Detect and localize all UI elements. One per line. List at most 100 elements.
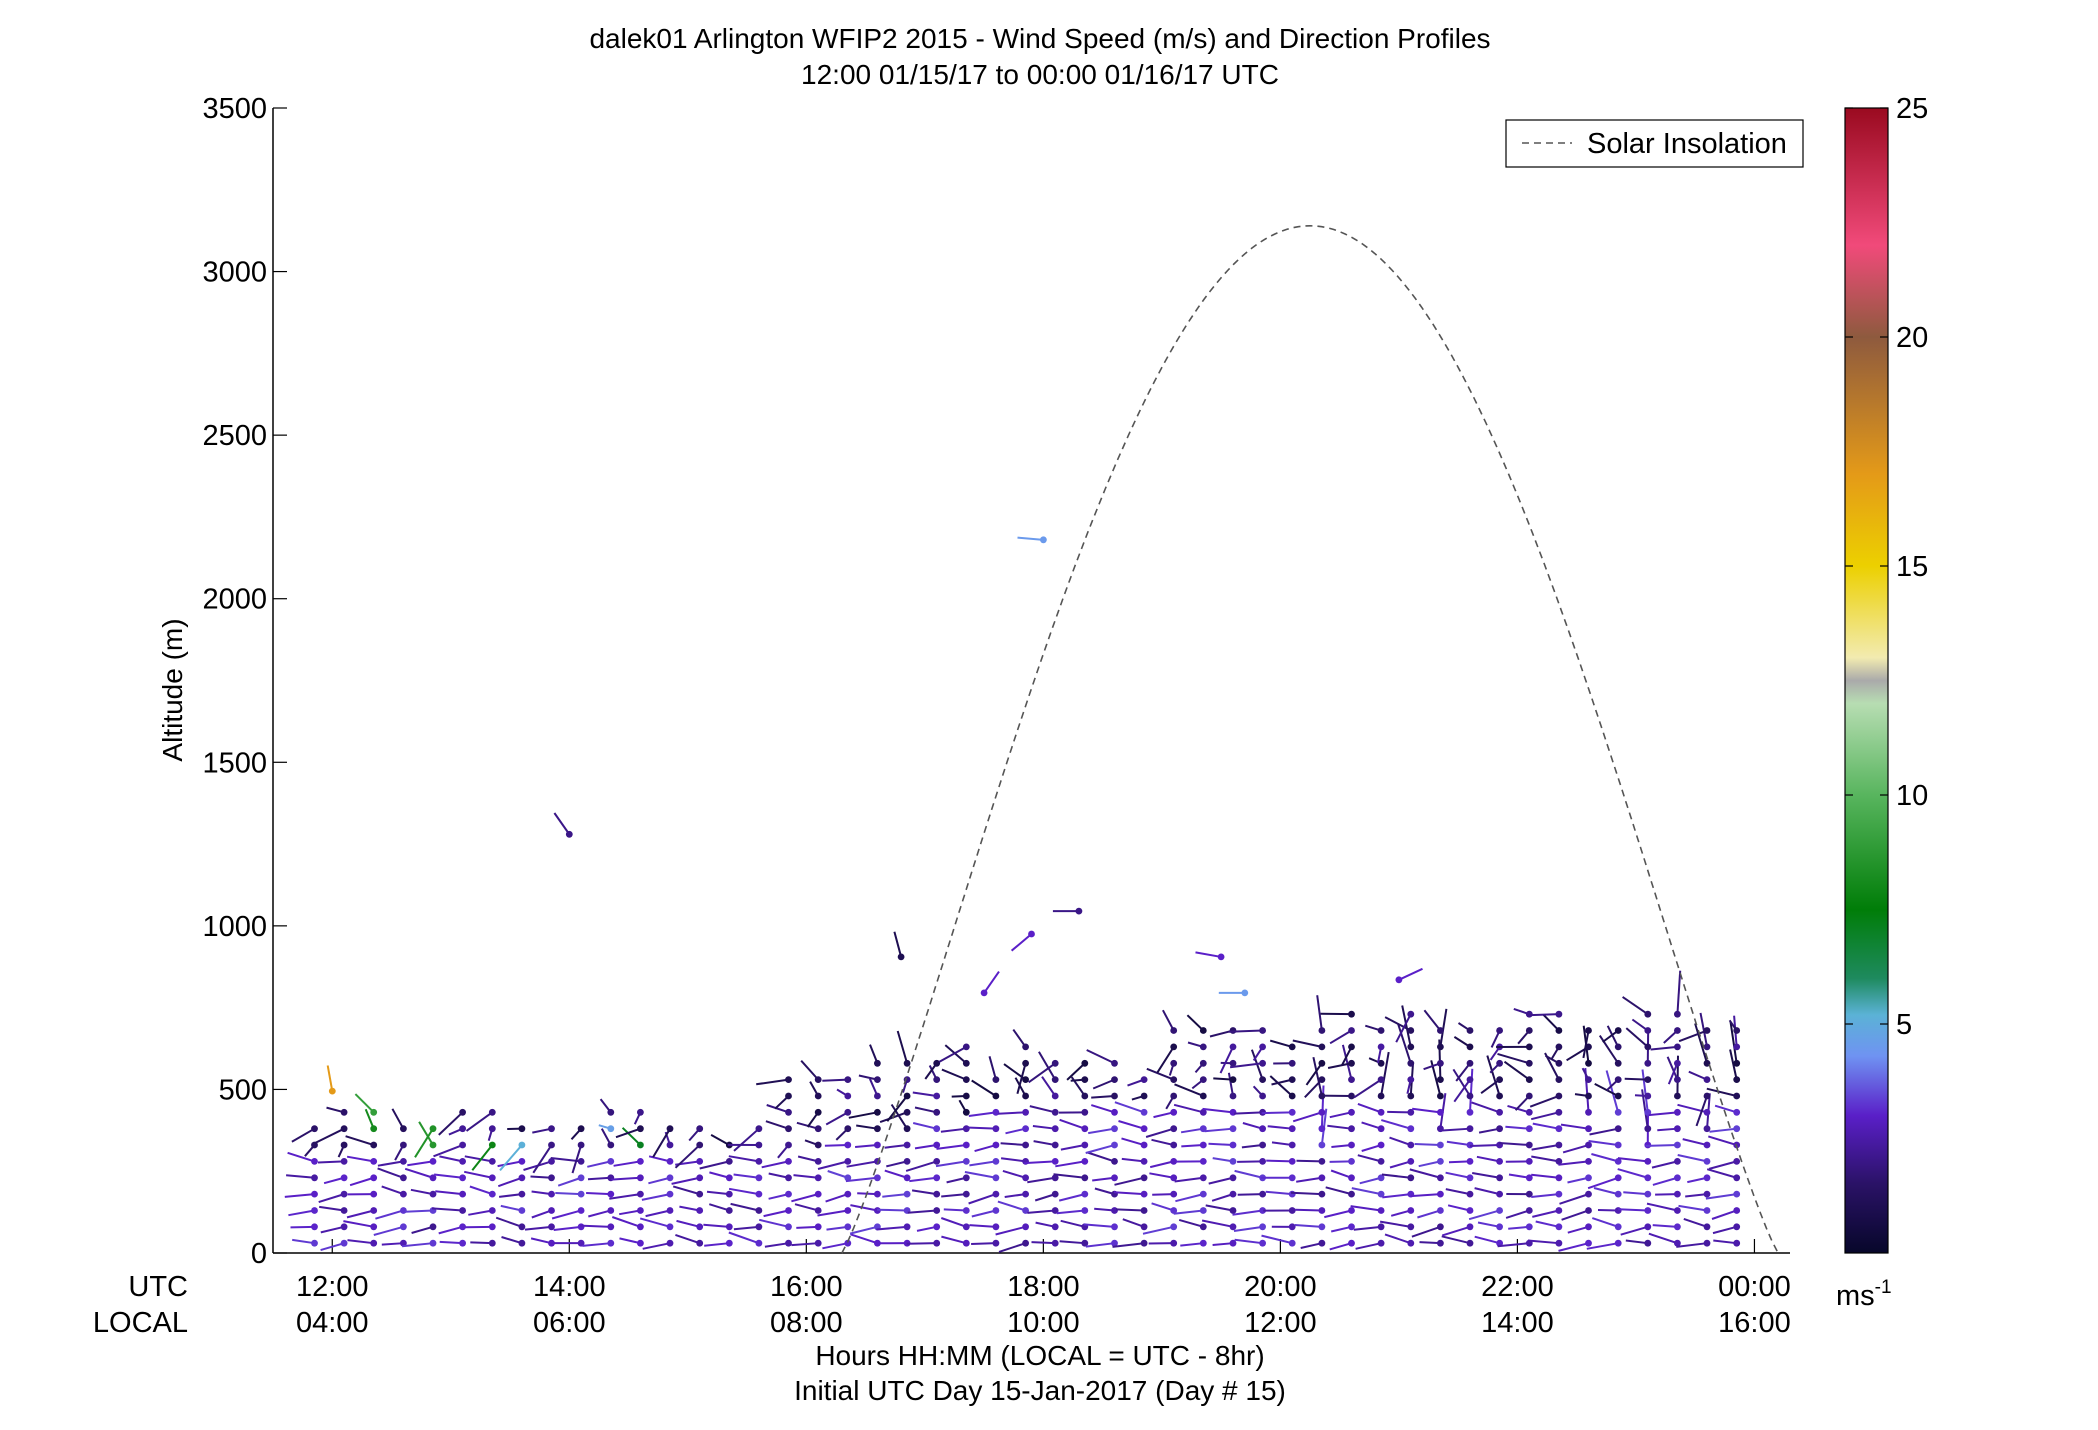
wind-barb-point	[341, 1109, 348, 1116]
x-tick-label-local: 08:00	[770, 1307, 843, 1339]
wind-barb	[525, 1227, 552, 1230]
wind-barb-point	[430, 1125, 437, 1132]
wind-barb-point	[696, 1142, 703, 1149]
wind-barb-point	[1674, 1191, 1681, 1198]
wind-barb-point	[667, 1207, 674, 1214]
y-tick-label: 3500	[202, 93, 267, 125]
wind-barb	[614, 1161, 641, 1165]
wind-barb-point	[1170, 1125, 1177, 1132]
wind-barb	[672, 1178, 700, 1184]
wind-barb	[1262, 1112, 1293, 1113]
wind-barb-point	[1348, 1060, 1355, 1067]
wind-barb-point	[1467, 1076, 1474, 1083]
wind-barb-point	[400, 1125, 407, 1132]
wind-barb	[1651, 1047, 1678, 1050]
wind-barb-point	[1496, 1223, 1503, 1230]
wind-barb-point	[844, 1223, 851, 1230]
wind-barb-point	[489, 1191, 496, 1198]
wind-barb	[1055, 1161, 1085, 1166]
solar-insolation-curve	[842, 226, 1778, 1253]
wind-barb-point	[607, 1191, 614, 1198]
colorbar-tick-label: 15	[1896, 551, 1928, 583]
wind-barb-point	[637, 1158, 644, 1165]
wind-barb-point	[1674, 1158, 1681, 1165]
wind-barb	[1532, 1210, 1559, 1216]
wind-barb-point	[1526, 1060, 1533, 1067]
wind-barb	[642, 1194, 670, 1200]
wind-barb-point	[341, 1240, 348, 1247]
wind-barb-point	[874, 1174, 881, 1181]
wind-barb-point	[1141, 1125, 1148, 1132]
wind-barb-point	[815, 1076, 822, 1083]
wind-barb	[1229, 1031, 1263, 1032]
wind-barb-point	[1141, 1223, 1148, 1230]
wind-barb	[765, 1243, 789, 1247]
wind-barb-point	[1052, 1223, 1059, 1230]
wind-barb-point	[1259, 1027, 1266, 1034]
wind-barb-point	[1170, 1076, 1177, 1083]
wind-barb-point	[1170, 1191, 1177, 1198]
wind-barb	[1475, 1188, 1500, 1194]
wind-barb-point	[1556, 1093, 1563, 1100]
wind-barb	[374, 1227, 404, 1235]
wind-barb	[646, 1210, 670, 1216]
wind-barb	[908, 1210, 937, 1212]
wind-barb-point	[904, 1093, 911, 1100]
wind-barb	[1234, 1112, 1262, 1113]
wind-barb-point	[1585, 1191, 1592, 1198]
wind-barb	[1709, 1161, 1737, 1169]
wind-barb-point	[1111, 1174, 1118, 1181]
legend: Solar Insolation	[1506, 120, 1803, 167]
wind-barb-point	[667, 1142, 674, 1149]
wind-barb	[1684, 1219, 1707, 1227]
wind-barb-point	[1230, 1223, 1237, 1230]
wind-barb	[1174, 1105, 1203, 1113]
wind-barb-point	[1319, 1191, 1326, 1198]
wind-barb-point	[400, 1158, 407, 1165]
wind-barb-point	[1348, 1109, 1355, 1116]
wind-barb-point	[1218, 954, 1225, 961]
wind-barb	[1679, 1031, 1707, 1042]
wind-barb-point	[1704, 1191, 1711, 1198]
wind-barb-point	[1022, 1240, 1029, 1247]
wind-barb-point	[1230, 1207, 1237, 1214]
wind-barb	[467, 1112, 493, 1131]
wind-barb-point	[785, 1223, 792, 1230]
wind-barb-point	[1378, 1109, 1385, 1116]
y-axis-label: Altitude (m)	[157, 618, 188, 761]
wind-barb	[1088, 1153, 1115, 1162]
y-tick-label: 2000	[202, 584, 267, 616]
wind-barb-point	[311, 1240, 318, 1247]
wind-barb-point	[726, 1223, 733, 1230]
wind-barb-point	[519, 1207, 526, 1214]
wind-barb	[1591, 1154, 1618, 1161]
wind-barb	[378, 1161, 403, 1165]
wind-barb-point	[519, 1191, 526, 1198]
wind-barb	[588, 1178, 611, 1179]
wind-barb-point	[1141, 1142, 1148, 1149]
wind-barb-point	[1674, 1109, 1681, 1116]
wind-barb-point	[963, 1142, 970, 1149]
wind-barb	[1446, 1173, 1470, 1178]
wind-barb-point	[696, 1174, 703, 1181]
wind-barb-point	[459, 1142, 466, 1149]
wind-barb-point	[370, 1125, 377, 1132]
wind-barb	[941, 1129, 966, 1132]
wind-barb	[440, 1242, 463, 1243]
wind-barb-point	[963, 1207, 970, 1214]
wind-barb-point	[1556, 1142, 1563, 1149]
wind-barb-point	[1674, 1027, 1681, 1034]
wind-barb	[990, 1056, 996, 1079]
wind-barb	[1446, 1189, 1470, 1194]
wind-barb-point	[1348, 1240, 1355, 1247]
wind-barb-point	[1615, 1027, 1622, 1034]
wind-barb-point	[1407, 1158, 1414, 1165]
wind-barb	[898, 1031, 907, 1063]
wind-barb-point	[1407, 1125, 1414, 1132]
wind-barb-point	[1407, 1109, 1414, 1116]
wind-barb-point	[1319, 1044, 1326, 1051]
wind-barb-point	[1437, 1142, 1444, 1149]
wind-barb	[1091, 1105, 1114, 1112]
wind-barb-point	[341, 1223, 348, 1230]
colorbar-tick-label: 20	[1896, 322, 1928, 354]
